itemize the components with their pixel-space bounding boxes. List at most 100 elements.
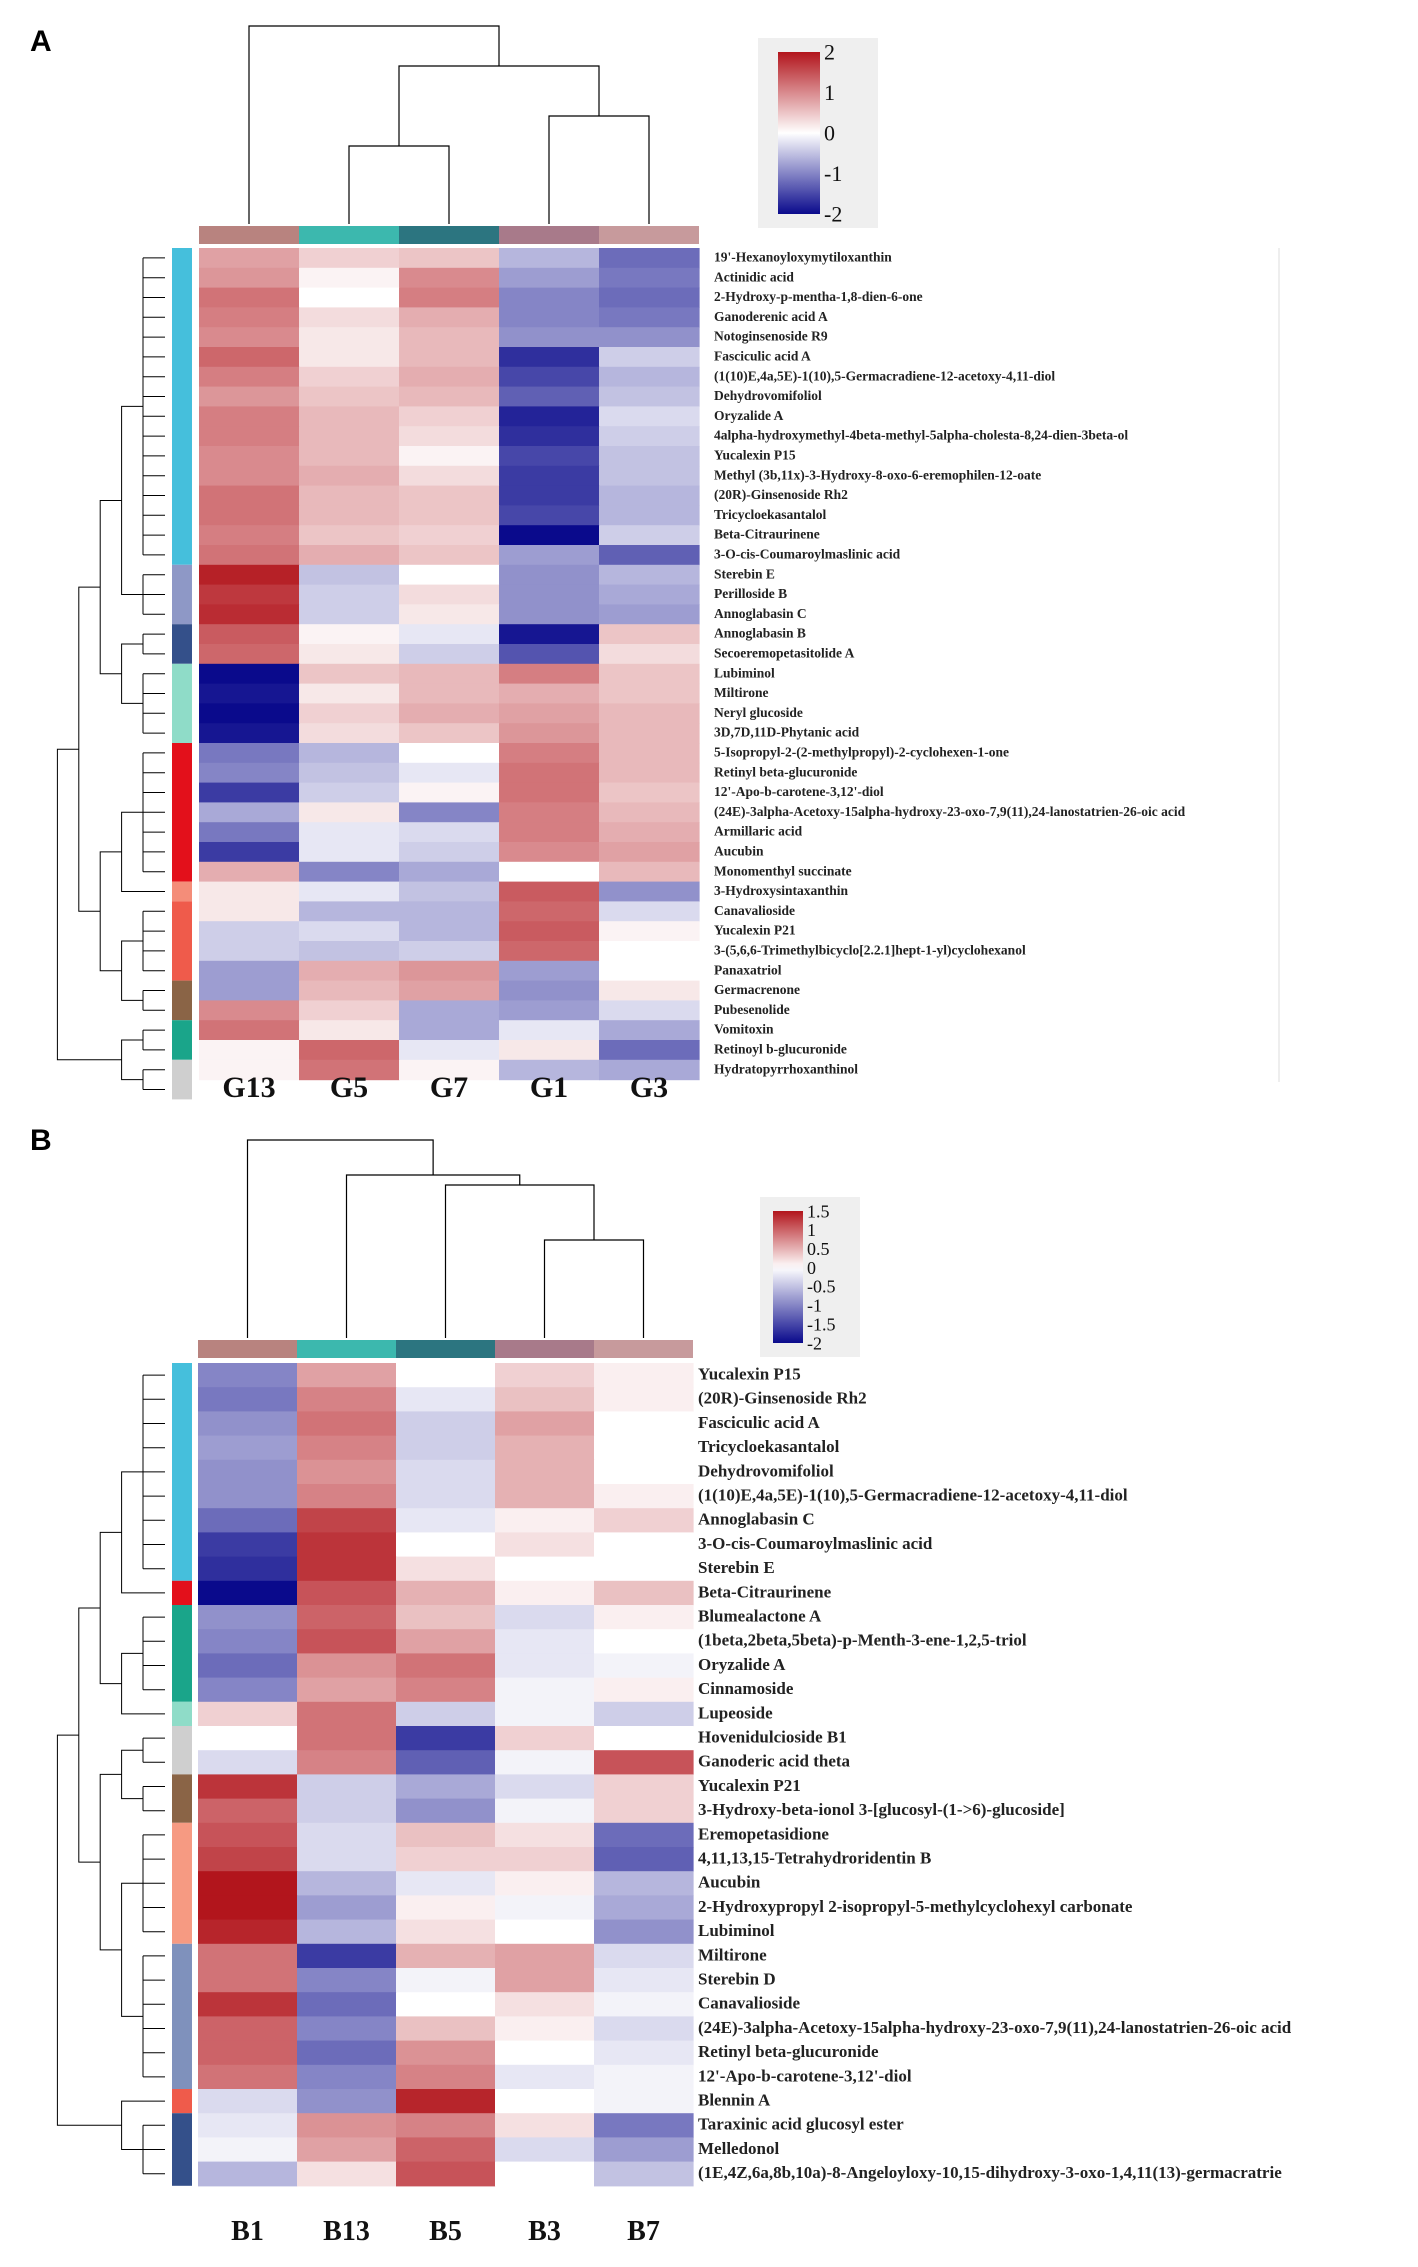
legend-tick-label: 0	[807, 1258, 816, 1278]
heatmap-cell-b3-r26	[495, 1968, 595, 1993]
row-label: Canavalioside	[698, 1994, 800, 2013]
heatmap-cell-b1-r16	[198, 1726, 298, 1751]
heatmap-cell-g1-r17	[499, 564, 600, 586]
heatmap-cell-g1-r38	[499, 980, 600, 1001]
heatmap-cell-g13-r8	[199, 386, 300, 407]
heatmap-cell-g5-r20	[299, 624, 400, 645]
heatmap-cell-g1-r39	[499, 1000, 600, 1021]
heatmap-cell-b3-r5	[495, 1459, 595, 1485]
heatmap-cell-g5-r30	[299, 822, 400, 843]
column-label-g5: G5	[330, 1071, 368, 1104]
heatmap-cell-b3-r31	[495, 2089, 595, 2114]
column-group-band-g3	[599, 226, 699, 244]
heatmap-cell-g5-r39	[299, 1000, 400, 1021]
heatmap-cell-b1-r20	[198, 1822, 298, 1848]
row-label: Sterebin E	[698, 1558, 775, 1577]
heatmap-cell-g13-r6	[199, 347, 300, 368]
heatmap-cell-g7-r3	[399, 287, 500, 308]
heatmap-cell-g1-r4	[499, 307, 600, 328]
heatmap-cell-g1-r29	[499, 802, 600, 823]
panel-label-b: B	[30, 1124, 52, 1157]
heatmap-cell-b1-r29	[198, 2040, 298, 2066]
row-label: (20R)-Ginsenoside Rh2	[698, 1389, 867, 1408]
heatmap-cell-g13-r30	[199, 822, 300, 843]
row-cluster-strip-4	[172, 1701, 192, 1726]
heatmap-cell-g7-r22	[399, 663, 500, 685]
heatmap-cell-b5-r5	[396, 1459, 496, 1485]
heatmap-cell-b1-r2	[198, 1387, 298, 1412]
heatmap-cell-g7-r33	[399, 881, 500, 902]
row-label: Beta-Citraurinene	[698, 1582, 832, 1601]
row-dendrogram-branch	[121, 1749, 143, 1800]
row-dendrogram-branch	[121, 811, 143, 892]
heatmap-cell-g3-r4	[599, 307, 700, 328]
legend-tick-label: -2	[807, 1333, 822, 1353]
heatmap-cell-g5-r3	[299, 287, 400, 308]
heatmap-cell-b3-r29	[495, 2040, 595, 2066]
heatmap-cell-g5-r4	[299, 307, 400, 328]
heatmap-cell-b5-r33	[396, 2137, 496, 2163]
heatmap-cell-g13-r16	[199, 545, 300, 566]
heatmap-cell-b7-r2	[594, 1387, 694, 1412]
heatmap-cell-b7-r8	[594, 1532, 694, 1558]
heatmap-cell-b7-r16	[594, 1726, 694, 1751]
column-label-g13: G13	[222, 1071, 275, 1104]
heatmap-cell-g7-r42	[399, 1059, 500, 1081]
heatmap-cell-g1-r23	[499, 683, 600, 704]
heatmap-cell-g7-r8	[399, 386, 500, 407]
row-label: Retinyl beta-glucuronide	[698, 2042, 879, 2061]
row-cluster-strip-2	[172, 564, 192, 625]
heatmap-cell-g7-r28	[399, 782, 500, 803]
row-label: Ganoderenic acid A	[714, 309, 828, 324]
column-group-band-g7	[399, 226, 499, 244]
heatmap-cell-b1-r21	[198, 1847, 298, 1872]
row-label: Tricycloekasantalol	[714, 507, 826, 522]
heatmap-cell-g7-r35	[399, 921, 500, 942]
column-label-b3: B3	[528, 2216, 561, 2247]
row-dendrogram-branch	[121, 643, 143, 704]
heatmap-cell-b5-r9	[396, 1556, 496, 1582]
heatmap-cell-b3-r19	[495, 1798, 595, 1824]
heatmap-cell-b5-r32	[396, 2113, 496, 2138]
heatmap-cell-g7-r27	[399, 762, 500, 784]
heatmap-cell-g3-r41	[599, 1040, 700, 1061]
heatmap-cell-b3-r15	[495, 1701, 595, 1727]
legend-tick-label: -0.5	[807, 1277, 836, 1297]
legend-tick-label: 2	[824, 40, 835, 65]
heatmap-cell-g3-r18	[599, 584, 700, 605]
heatmap-cell-b13-r8	[297, 1532, 397, 1558]
heatmap-cell-b1-r7	[198, 1508, 298, 1533]
heatmap-cell-b7-r29	[594, 2040, 694, 2066]
row-label: 12'-Apo-b-carotene-3,12'-diol	[714, 784, 884, 799]
row-label: (1(10)E,4a,5E)-1(10),5-Germacradiene-12-…	[698, 1485, 1128, 1504]
heatmap-cell-g3-r25	[599, 723, 700, 744]
heatmap-cell-g5-r41	[299, 1040, 400, 1061]
row-label: Fasciculic acid A	[698, 1413, 821, 1432]
heatmap-cell-g1-r13	[499, 485, 600, 506]
column-dendrogram-branch	[543, 1239, 645, 1338]
heatmap-cell-b5-r26	[396, 1968, 496, 1993]
heatmap-cell-b13-r31	[297, 2089, 397, 2114]
heatmap-cell-g3-r20	[599, 624, 700, 645]
row-label: Annoglabasin B	[714, 626, 806, 641]
heatmap-cell-g7-r16	[399, 545, 500, 566]
heatmap-cell-g3-r37	[599, 960, 700, 982]
row-cluster-strip-9	[172, 2089, 192, 2114]
heatmap-cell-g1-r15	[499, 525, 600, 546]
heatmap-cell-g5-r13	[299, 485, 400, 506]
heatmap-cell-g1-r37	[499, 960, 600, 982]
heatmap-cell-g5-r23	[299, 683, 400, 704]
row-dendrogram-branch	[99, 851, 122, 972]
heatmap-cell-g7-r37	[399, 960, 500, 982]
heatmap-cell-b3-r27	[495, 1992, 595, 2017]
heatmap-cell-g3-r29	[599, 802, 700, 823]
heatmap-cell-g13-r31	[199, 842, 300, 863]
heatmap-cell-g13-r11	[199, 446, 300, 467]
heatmap-cell-b13-r21	[297, 1847, 397, 1872]
heatmap-cell-g1-r7	[499, 366, 600, 388]
column-label-b1: B1	[231, 2216, 264, 2247]
heatmap-cell-b1-r8	[198, 1532, 298, 1558]
heatmap-cell-g5-r2	[299, 267, 400, 289]
heatmap-cell-b1-r17	[198, 1750, 298, 1775]
heatmap-cell-g5-r22	[299, 663, 400, 685]
